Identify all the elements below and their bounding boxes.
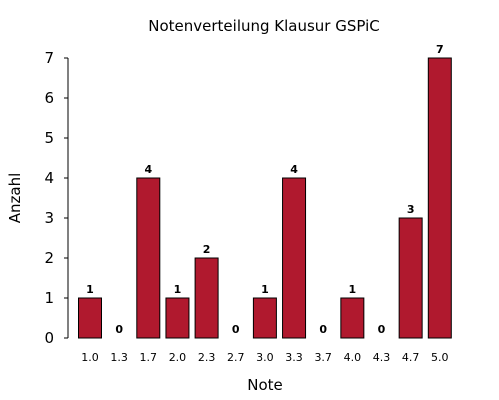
data-label-3.0: 1 — [261, 283, 269, 296]
data-label-3.3: 4 — [290, 163, 298, 176]
bar-3.0 — [252, 297, 277, 339]
bar-5.0 — [427, 57, 452, 339]
data-label-4.3: 0 — [378, 323, 386, 336]
data-label-2.3: 2 — [203, 243, 211, 256]
x-axis-label: Note — [247, 376, 283, 394]
y-axis-label: Anzahl — [6, 173, 24, 224]
x-tick-label-2.3: 2.3 — [198, 351, 216, 364]
x-tick-label-1.0: 1.0 — [81, 351, 99, 364]
data-label-1.0: 1 — [86, 283, 94, 296]
y-tick-label: 0 — [44, 329, 54, 347]
bar-4.0 — [340, 297, 365, 339]
x-tick-label-2.0: 2.0 — [169, 351, 187, 364]
bar-2.3 — [194, 257, 219, 339]
x-tick-label-1.7: 1.7 — [140, 351, 158, 364]
chart-title: Notenverteilung Klausur GSPiC — [148, 17, 380, 35]
y-tick-label: 6 — [44, 89, 54, 107]
x-tick-label-4.7: 4.7 — [402, 351, 420, 364]
x-tick-label-4.3: 4.3 — [373, 351, 391, 364]
data-label-2.0: 1 — [174, 283, 182, 296]
x-tick-label-3.7: 3.7 — [314, 351, 332, 364]
x-tick-label-4.0: 4.0 — [344, 351, 362, 364]
bar-3.3 — [282, 177, 307, 339]
x-ticks-group: 1.0 1.3 1.7 2.0 2.3 2.7 3.0 3.3 3.7 4.0 4.3 4.7 5.0 — [81, 351, 448, 364]
x-tick-label-3.0: 3.0 — [256, 351, 274, 364]
bar-2.0 — [165, 297, 190, 339]
data-label-5.0: 7 — [436, 43, 444, 56]
bar-4.7 — [398, 217, 423, 339]
x-tick-label-3.3: 3.3 — [285, 351, 303, 364]
x-tick-label-1.3: 1.3 — [110, 351, 128, 364]
y-tick-label: 1 — [44, 289, 54, 307]
data-label-1.3: 0 — [115, 323, 123, 336]
y-tick-label: 2 — [44, 249, 54, 267]
data-label-2.7: 0 — [232, 323, 240, 336]
bar-1.0 — [78, 297, 102, 339]
data-label-4.0: 1 — [349, 283, 357, 296]
data-labels-group: 1 0 4 1 2 0 1 4 0 1 0 3 7 — [86, 43, 443, 336]
y-tick-label: 4 — [44, 169, 54, 187]
y-axis: 0 1 2 3 4 5 6 7 — [44, 49, 69, 347]
y-tick-label: 5 — [44, 129, 54, 147]
data-label-1.7: 4 — [144, 163, 152, 176]
bar-1.7 — [136, 177, 161, 339]
bars-group — [78, 57, 452, 339]
data-label-4.7: 3 — [407, 203, 415, 216]
x-tick-label-2.7: 2.7 — [227, 351, 245, 364]
y-tick-label: 3 — [44, 209, 54, 227]
data-label-3.7: 0 — [319, 323, 327, 336]
y-tick-label: 7 — [44, 49, 54, 67]
x-tick-label-5.0: 5.0 — [431, 351, 449, 364]
